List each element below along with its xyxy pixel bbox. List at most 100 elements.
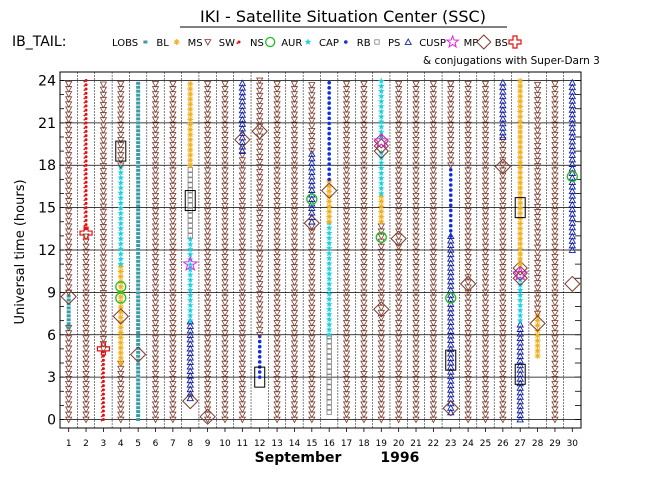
segment-ms	[117, 81, 125, 170]
y-axis-label: Universal time (hours)	[13, 179, 28, 324]
segment-ms	[169, 81, 177, 424]
segment-ms	[533, 81, 542, 318]
legend-label-bs: BS	[495, 38, 508, 49]
day-column-9	[203, 81, 212, 424]
legend-note: & conjugations with Super-Darn 3	[423, 55, 600, 67]
segment-ps	[308, 150, 316, 225]
day-column-22	[429, 81, 438, 424]
conjunction-star	[512, 265, 529, 281]
legend-item-mp: MP	[464, 34, 492, 50]
day-column-6	[151, 81, 160, 424]
legend-item-ps: PS	[388, 38, 412, 49]
x-tick-label: 6	[153, 439, 159, 449]
legend: LOBS BL MS SW NS AUR CAP RB PS CUSP MP BS	[112, 34, 522, 50]
segment-ms	[481, 81, 490, 424]
legend-label-rb: RB	[357, 38, 371, 49]
x-tick-label: 16	[323, 439, 335, 449]
day-column-26	[499, 78, 507, 424]
x-tick-label: 11	[237, 439, 248, 449]
segment-ms	[360, 81, 368, 424]
conjunction-circle	[306, 193, 318, 205]
x-tick-label: 26	[497, 439, 509, 449]
x-tick-label: 17	[341, 439, 352, 449]
segment-ms	[273, 81, 281, 424]
conjunction-box	[445, 349, 457, 371]
x-tick-label: 20	[393, 439, 405, 449]
conjunction-box	[514, 197, 526, 219]
x-tick-label: 10	[219, 439, 231, 449]
legend-label-ms: MS	[188, 38, 203, 49]
day-column-20	[394, 81, 403, 424]
day-column-3	[99, 81, 108, 422]
segment-ps	[499, 78, 507, 140]
conjunction-box	[184, 190, 196, 212]
x-tick-label: 25	[480, 439, 491, 449]
legend-label-lobs: LOBS	[112, 38, 138, 49]
conjunction-diamond	[564, 275, 581, 293]
legend-label-bl: BL	[156, 38, 169, 49]
day-column-5	[136, 81, 141, 422]
conjunction-box-outline	[254, 366, 266, 388]
conjunction-diamond	[529, 315, 546, 332]
segment-ms	[238, 152, 247, 424]
conjunction-cross	[96, 342, 111, 356]
y-tick-label: 9	[47, 285, 56, 301]
segment-ms	[290, 81, 299, 424]
segment-cap	[448, 167, 453, 238]
segment-ms	[342, 81, 351, 424]
x-tick-label: 4	[118, 439, 124, 449]
segment-bl	[187, 80, 194, 169]
conjunction-circle	[115, 281, 127, 293]
x-tick-label: 14	[289, 439, 301, 449]
x-tick-label: 13	[271, 439, 282, 449]
conjunction-diamond	[459, 275, 477, 293]
day-column-17	[342, 81, 351, 424]
x-tick-label: 21	[410, 439, 421, 449]
conjunction-diamond	[373, 301, 390, 318]
conjunction-box-outline	[445, 349, 457, 371]
legend-item-ms: MS	[188, 38, 212, 49]
segment-sw	[100, 350, 105, 422]
x-tick-label: 27	[514, 439, 525, 449]
segment-ms	[464, 81, 472, 424]
day-column-7	[169, 81, 177, 424]
y-tick-label: 21	[38, 116, 56, 132]
conjunction-diamond	[112, 308, 129, 325]
legend-item-aur: AUR	[281, 38, 312, 49]
conjunction-diamond	[234, 131, 251, 149]
segment-bl	[378, 193, 385, 225]
segment-ms	[499, 137, 507, 424]
day-column-27	[512, 78, 528, 423]
conjunction-box	[115, 140, 127, 162]
conjunction-diamond	[182, 392, 199, 410]
conjunction-diamond	[129, 346, 147, 363]
day-column-1	[65, 81, 73, 424]
segment-ps	[186, 317, 195, 402]
day-column-28	[533, 81, 542, 359]
segment-ps	[238, 79, 247, 154]
segment-bl	[517, 78, 524, 268]
day-column-11	[238, 79, 247, 424]
segment-rb	[326, 333, 332, 416]
segment-cap	[257, 334, 262, 379]
segment-sw	[83, 78, 88, 231]
y-tick-label: 24	[38, 73, 56, 89]
segment-aur	[117, 164, 125, 267]
segment-aur	[186, 235, 194, 324]
x-tick-label: 12	[254, 439, 265, 449]
day-column-4	[117, 81, 125, 424]
segment-ms	[117, 360, 125, 424]
legend-item-ns: NS	[250, 36, 276, 49]
segment-rb	[187, 167, 193, 239]
conjunction-circle	[566, 170, 578, 183]
x-tick-label: 28	[532, 439, 544, 449]
x-tick-label: 5	[135, 439, 141, 449]
conjunction-box-outline	[514, 363, 526, 385]
day-column-13	[273, 81, 281, 424]
conjunction-star	[182, 255, 199, 271]
conjunction-diamond	[442, 400, 459, 417]
y-tick-label: 18	[38, 158, 56, 174]
conjunction-diamond	[320, 182, 338, 199]
